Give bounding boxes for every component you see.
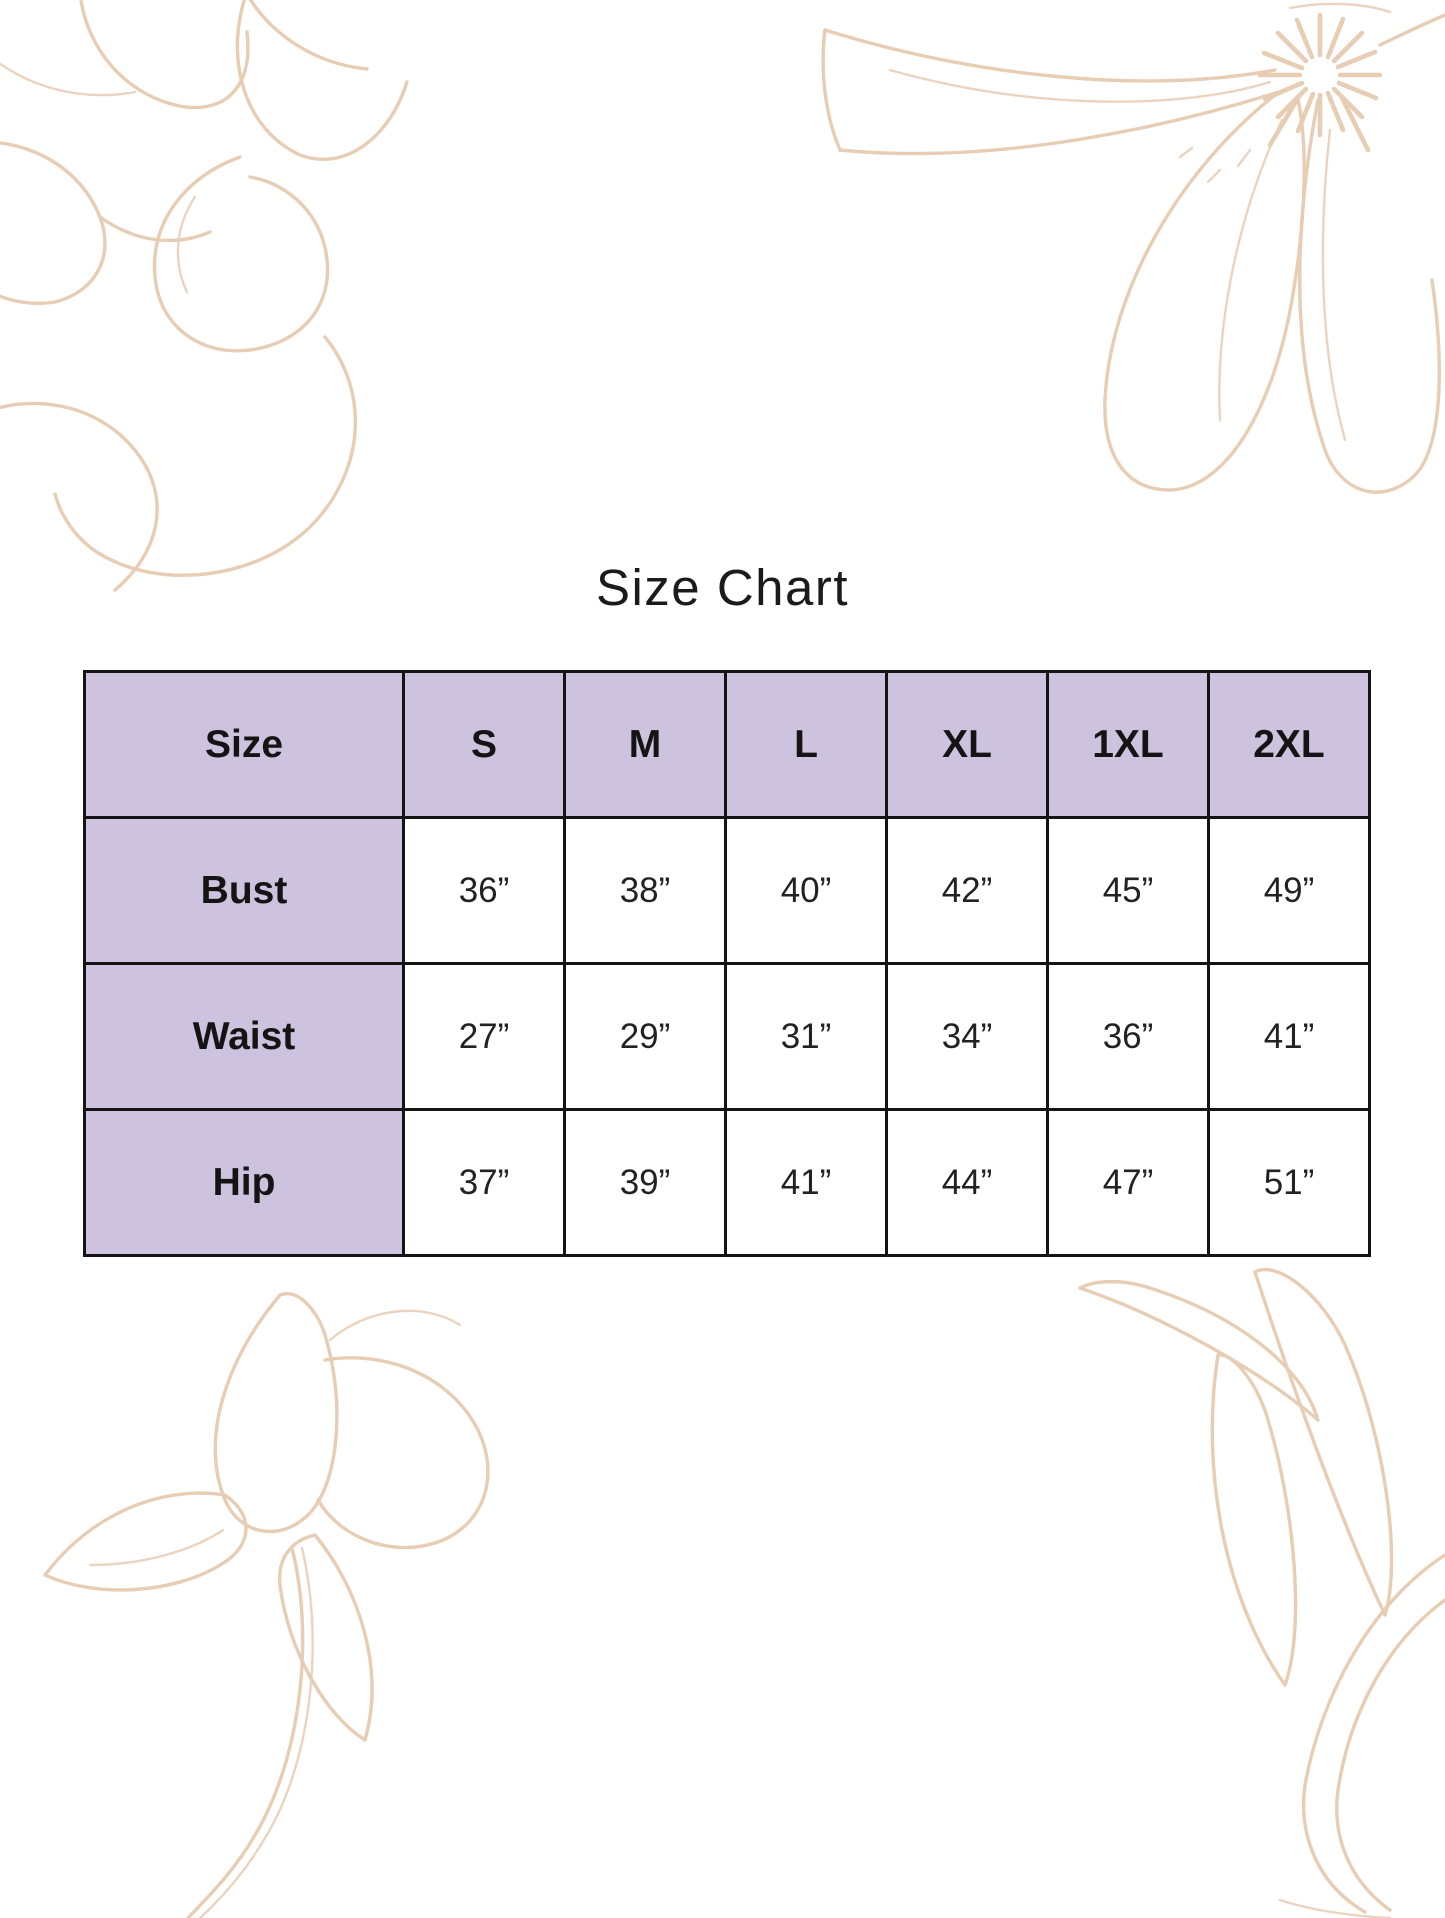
cell-bust-1xl: 45”: [1046, 816, 1210, 965]
column-header-2xl: 2XL: [1207, 670, 1371, 819]
cell-bust-xl: 42”: [885, 816, 1049, 965]
size-chart-table: Size S M L XL 1XL 2XL Bust 36” 38” 40” 4…: [83, 670, 1371, 1257]
cell-waist-l: 31”: [724, 962, 888, 1111]
cell-waist-s: 27”: [402, 962, 566, 1111]
cell-hip-l: 41”: [724, 1108, 888, 1257]
cell-waist-xl: 34”: [885, 962, 1049, 1111]
cell-waist-1xl: 36”: [1046, 962, 1210, 1111]
cell-waist-2xl: 41”: [1207, 962, 1371, 1111]
table-row-hip: Hip 37” 39” 41” 44” 47” 51”: [83, 1108, 1371, 1257]
cell-hip-xl: 44”: [885, 1108, 1049, 1257]
cell-hip-1xl: 47”: [1046, 1108, 1210, 1257]
cell-hip-s: 37”: [402, 1108, 566, 1257]
table-row-bust: Bust 36” 38” 40” 42” 45” 49”: [83, 816, 1371, 965]
bottom-right-leaves-illustration: [1078, 1268, 1445, 1918]
column-header-1xl: 1XL: [1046, 670, 1210, 819]
column-header-l: L: [724, 670, 888, 819]
bottom-left-bud-illustration: [43, 1292, 490, 1918]
header-row: Size S M L XL 1XL 2XL: [83, 670, 1371, 819]
column-header-s: S: [402, 670, 566, 819]
top-left-rose-illustration: [0, 0, 409, 592]
stamen-burst: [1178, 12, 1383, 184]
row-label-waist: Waist: [83, 962, 405, 1111]
top-right-clematis-illustration: [821, 2, 1445, 494]
cell-bust-l: 40”: [724, 816, 888, 965]
table-row-waist: Waist 27” 29” 31” 34” 36” 41”: [83, 962, 1371, 1111]
page-title: Size Chart: [595, 559, 850, 616]
column-header-xl: XL: [885, 670, 1049, 819]
cell-hip-m: 39”: [563, 1108, 727, 1257]
cell-bust-m: 38”: [563, 816, 727, 965]
cell-bust-s: 36”: [402, 816, 566, 965]
cell-hip-2xl: 51”: [1207, 1108, 1371, 1257]
row-label-bust: Bust: [83, 816, 405, 965]
column-header-size: Size: [83, 670, 405, 819]
cell-bust-2xl: 49”: [1207, 816, 1371, 965]
row-label-hip: Hip: [83, 1108, 405, 1257]
column-header-m: M: [563, 670, 727, 819]
cell-waist-m: 29”: [563, 962, 727, 1111]
